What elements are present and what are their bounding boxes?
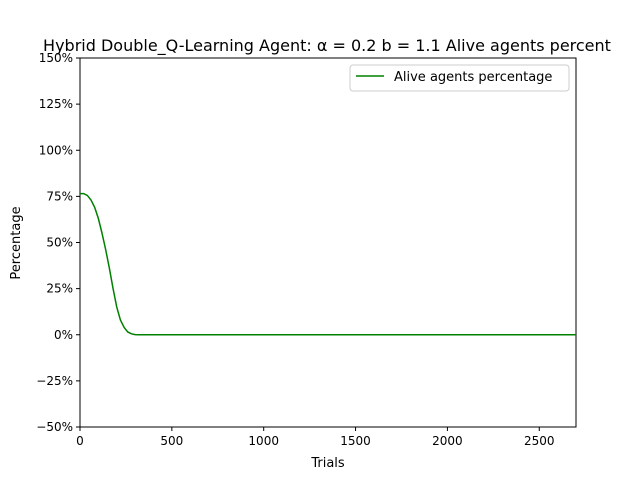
x-tick-label: 2000	[432, 434, 463, 448]
y-axis: −50% −25% 0% 25% 50% 75% 100% 125% 150%	[36, 51, 80, 434]
x-tick-label: 0	[76, 434, 84, 448]
x-tick-label: 1500	[340, 434, 371, 448]
x-tick-label: 1000	[248, 434, 279, 448]
y-tick-label: −50%	[36, 420, 73, 434]
series-line-alive-agents	[80, 192, 576, 336]
x-tick-label: 2500	[524, 434, 555, 448]
y-tick-label: 150%	[39, 51, 73, 65]
y-tick-label: 0%	[54, 328, 73, 342]
y-tick-label: 125%	[39, 97, 73, 111]
legend-box	[349, 64, 570, 92]
legend: Alive agents percentage	[349, 64, 570, 92]
chart-title: Hybrid Double_Q-Learning Agent: α = 0.2 …	[43, 36, 611, 56]
legend-label: Alive agents percentage	[394, 70, 552, 85]
plot-area	[79, 57, 577, 428]
x-axis: 0 500 1000 1500 2000 2500	[76, 427, 555, 448]
y-axis-label: Percentage	[9, 206, 24, 279]
y-tick-label: 25%	[46, 282, 73, 296]
x-axis-label: Trials	[310, 456, 345, 471]
plot-frame	[79, 57, 577, 428]
y-tick-label: −25%	[36, 374, 73, 388]
y-tick-label: 75%	[46, 189, 73, 203]
x-tick-label: 500	[160, 434, 183, 448]
y-tick-label: 50%	[46, 236, 73, 250]
y-tick-label: 100%	[39, 143, 73, 157]
